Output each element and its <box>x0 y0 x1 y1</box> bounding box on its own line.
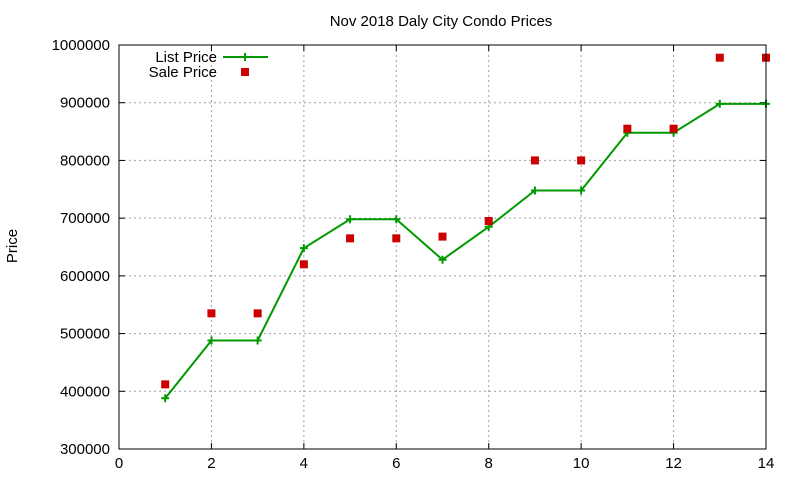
plot-frame <box>118 44 767 450</box>
y-tick-label: 500000 <box>60 326 110 343</box>
y-axis: 300000 400000 500000 600000 700000 800000 9000… <box>52 37 766 458</box>
x-tick-label: 4 <box>300 455 308 472</box>
x-tick-label: 14 <box>758 455 775 472</box>
data-point <box>392 234 401 243</box>
data-point <box>715 53 724 62</box>
y-tick-label: 700000 <box>60 210 110 227</box>
x-tick-label: 2 <box>207 455 215 472</box>
grid <box>119 45 766 449</box>
data-point <box>438 232 447 241</box>
series-sale-price <box>161 53 770 389</box>
data-point <box>392 215 401 224</box>
data-point <box>299 244 308 253</box>
legend-label: List Price <box>155 49 217 66</box>
data-point <box>346 215 355 224</box>
data-point <box>207 309 216 318</box>
x-axis: 0 2 4 6 8 10 12 14 <box>115 45 775 472</box>
x-tick-label: 10 <box>573 455 590 472</box>
y-tick-label: 1000000 <box>52 37 110 54</box>
data-point <box>530 156 539 165</box>
data-point <box>438 255 447 264</box>
data-point <box>623 124 632 133</box>
legend-marker-swatch <box>241 53 249 61</box>
data-point <box>484 217 493 226</box>
series-list-price <box>161 99 770 403</box>
data-point <box>530 186 539 195</box>
x-tick-label: 0 <box>115 455 123 472</box>
y-axis-label: Price <box>4 229 21 263</box>
y-tick-label: 600000 <box>60 268 110 285</box>
series-layer <box>161 53 770 403</box>
y-tick-label: 300000 <box>60 441 110 458</box>
x-tick-label: 8 <box>485 455 493 472</box>
chart-title: Nov 2018 Daly City Condo Prices <box>330 13 553 30</box>
y-tick-label: 900000 <box>60 95 110 112</box>
data-point <box>346 234 355 243</box>
data-point <box>577 186 586 195</box>
y-tick-label: 400000 <box>60 383 110 400</box>
data-point <box>161 380 170 389</box>
data-point <box>253 309 262 318</box>
legend-marker-swatch <box>241 68 249 76</box>
data-point <box>161 394 170 403</box>
data-point <box>299 260 308 269</box>
y-tick-label: 800000 <box>60 152 110 169</box>
series-line <box>164 102 766 399</box>
legend-label: Sale Price <box>149 64 217 81</box>
data-point <box>577 156 586 165</box>
data-point <box>715 99 724 108</box>
x-tick-label: 12 <box>665 455 682 472</box>
data-point <box>253 336 262 345</box>
data-point <box>669 124 678 133</box>
x-tick-label: 6 <box>392 455 400 472</box>
data-point <box>207 336 216 345</box>
